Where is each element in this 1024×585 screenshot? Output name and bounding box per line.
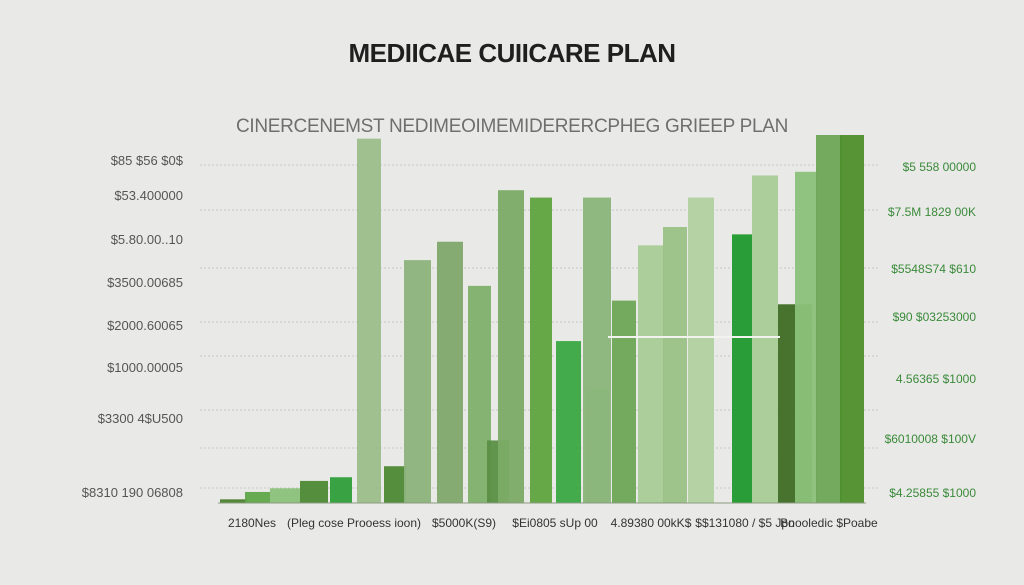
bars [218, 135, 866, 504]
left-tick-label: $53.400000 [114, 188, 183, 203]
x-axis-ticks: 2180Nes (Pleg cose Prooess ioon) $5000K(S9… [228, 516, 878, 530]
bar [357, 138, 381, 503]
chart-subtitle: CINERCENEMST NEDIMEOIMEMIDERERCPHEG GRIE… [235, 116, 789, 137]
bar [663, 227, 687, 503]
left-tick-label: $3300 4$U500 [98, 411, 183, 426]
left-tick-label: $8310 190 06808 [82, 485, 183, 500]
x-tick-label: $5000K(S9) [432, 516, 496, 530]
x-tick-label: (Pleg cose Prooess ioon) [287, 516, 421, 530]
left-tick-label: $1000.00005 [107, 360, 183, 375]
bar [270, 488, 300, 503]
bar [245, 491, 270, 503]
bar [732, 234, 752, 504]
left-tick-label: $5.80.00..10 [111, 232, 183, 247]
right-tick-label: $4.25855 $1000 [889, 486, 976, 500]
x-tick-label: 4.89380 00kK$ [611, 516, 692, 530]
bar [816, 135, 842, 503]
bar [468, 285, 491, 503]
right-tick-label: $7.5M 1829 00K [888, 205, 976, 219]
right-tick-label: $90 $03253000 [893, 310, 977, 324]
left-axis-ticks: $85 $56 $0$ $53.400000 $5.80.00..10 $3500.0… [82, 153, 184, 500]
right-tick-label: $6010008 $100V [885, 432, 976, 446]
bar [795, 171, 817, 504]
bar [530, 197, 552, 503]
bar [688, 197, 714, 503]
bar [404, 260, 431, 503]
left-tick-label: $2000.60065 [107, 318, 183, 333]
chart-title: MEDIICAE CUIICARE PLAN [348, 38, 676, 68]
right-axis-ticks: $5 558 00000 $7.5M 1829 00K $5548S74 $610 $… [885, 160, 977, 500]
x-tick-label: Bnooledic $Poabe [780, 516, 878, 530]
x-tick-label: 2180Nes [228, 516, 276, 530]
bar [556, 341, 581, 503]
right-tick-label: $5548S74 $610 [891, 262, 976, 276]
bar [220, 499, 247, 503]
bar [330, 477, 352, 503]
bar [638, 245, 664, 503]
right-tick-label: $5 558 00000 [903, 160, 977, 174]
bar [752, 175, 778, 504]
bar [498, 190, 524, 503]
bar [612, 300, 636, 503]
bar [840, 135, 864, 503]
bar [583, 197, 611, 503]
bar [384, 466, 406, 503]
bar [300, 480, 328, 503]
left-tick-label: $85 $56 $0$ [111, 153, 184, 168]
left-tick-label: $3500.00685 [107, 275, 183, 290]
right-tick-label: 4.56365 $1000 [896, 372, 976, 386]
bar [437, 241, 463, 503]
x-tick-label: $Ei0805 sUp 00 [512, 516, 598, 530]
x-tick-label: $$131080 / $5 Jpo [695, 516, 795, 530]
